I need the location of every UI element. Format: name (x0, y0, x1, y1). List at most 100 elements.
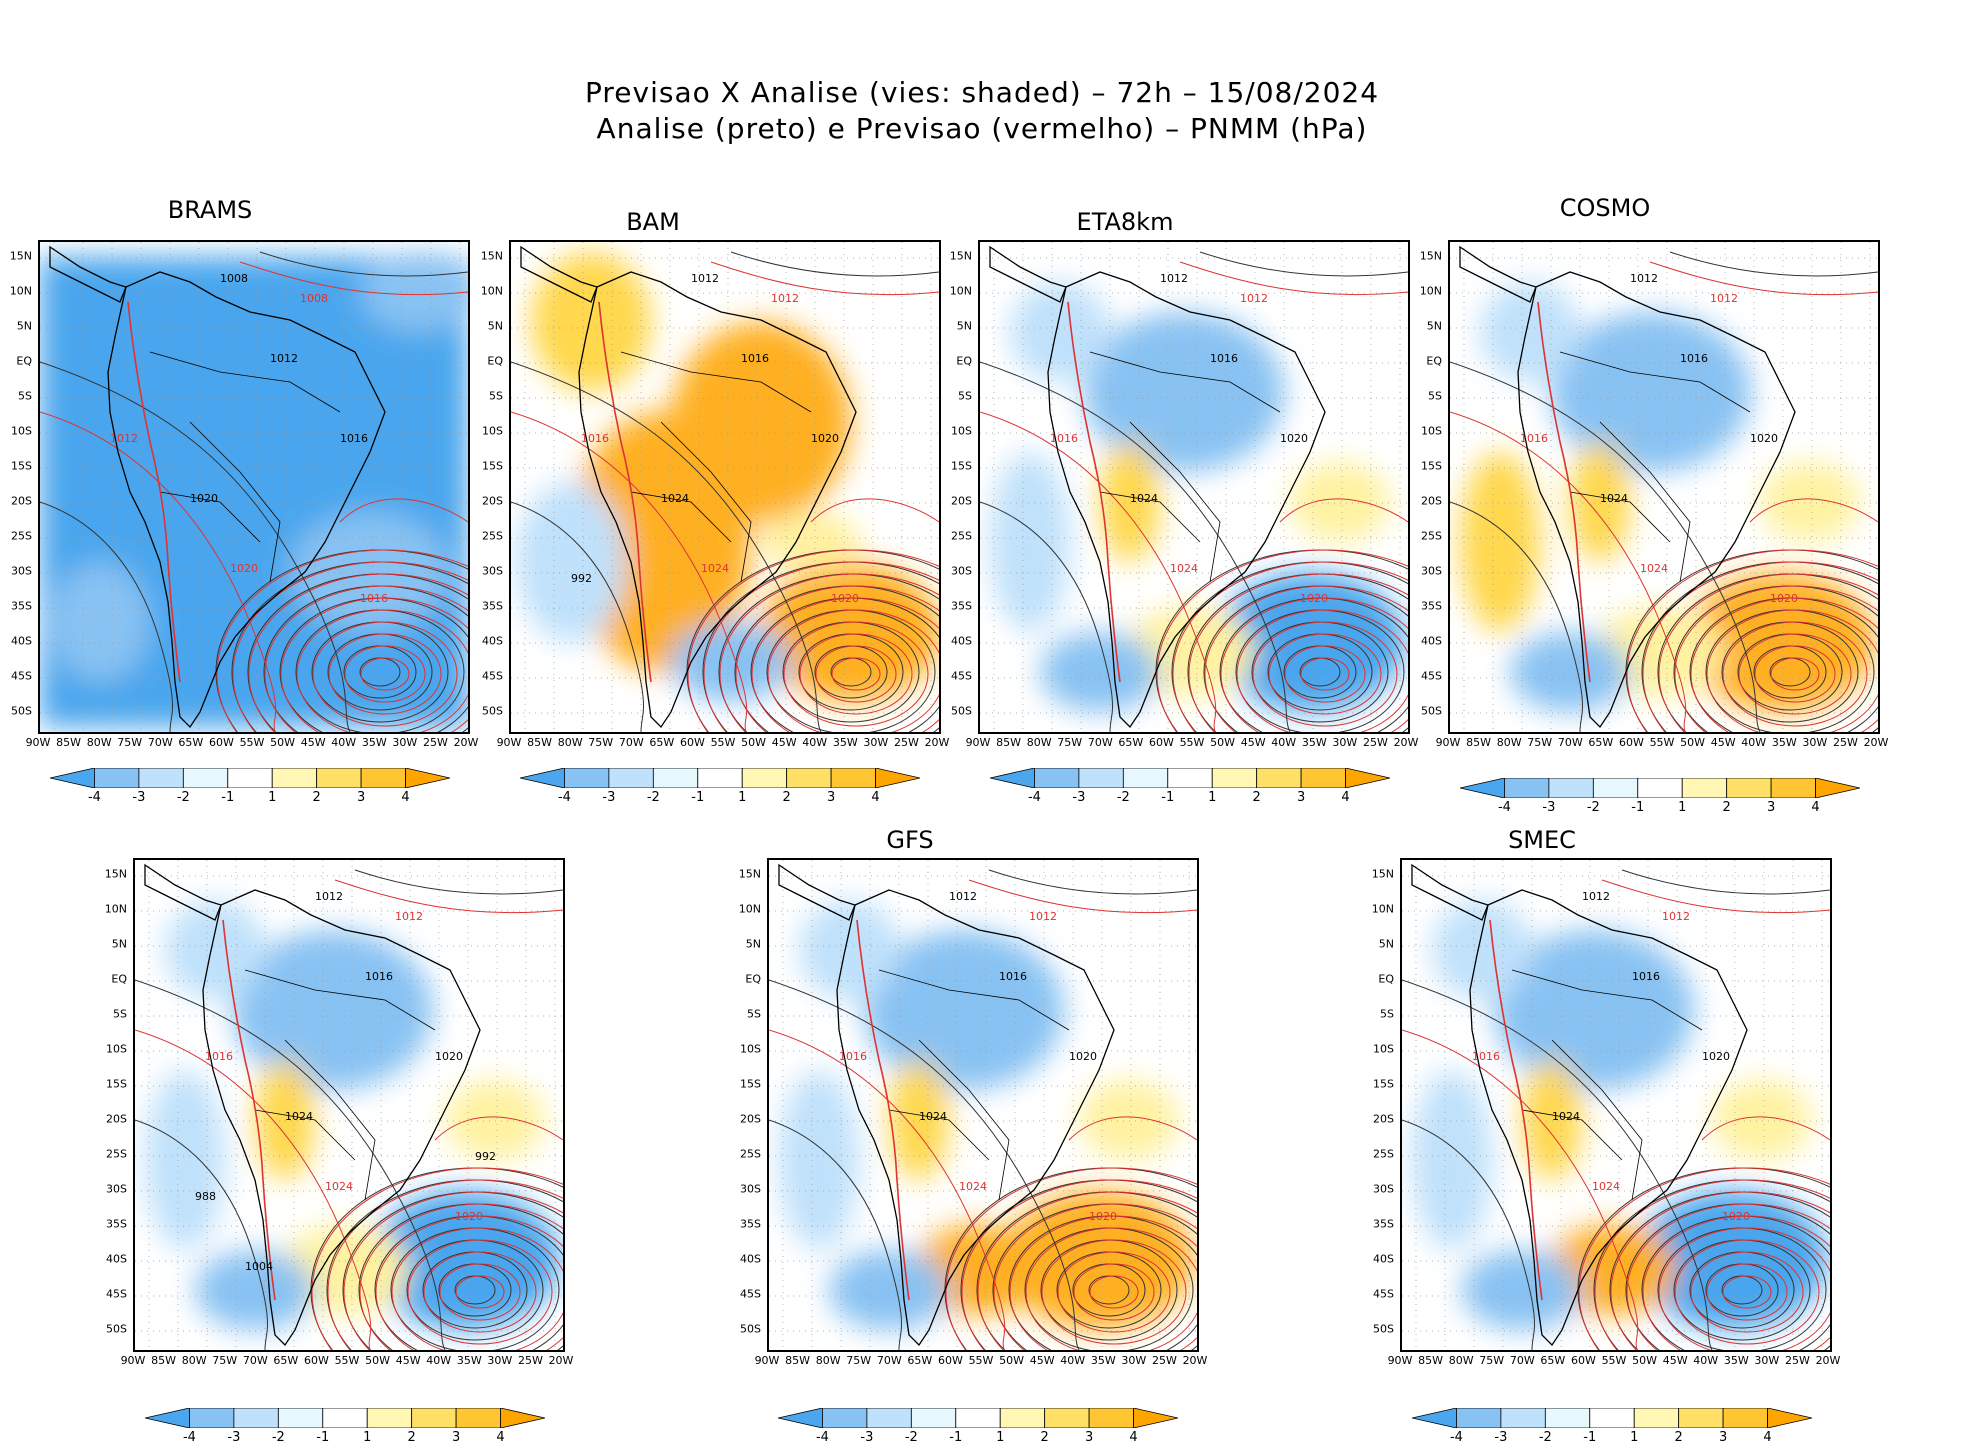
lon-tick: 50W (741, 736, 766, 749)
lat-tick: 45S (11, 669, 32, 683)
isobar-labels: 1012 1016 1020 1024 1012 1016 1020 1024 (839, 890, 1117, 1223)
lat-tick: 35S (951, 599, 972, 613)
colorbar-segment (1345, 768, 1390, 788)
colorbar-segment (411, 1408, 457, 1428)
colorbar-segment (322, 1408, 368, 1428)
colorbar-tick: -4 (1027, 790, 1041, 805)
lat-tick: 15N (480, 249, 503, 263)
lat-tick: 5S (1380, 1007, 1394, 1021)
lon-tick: 80W (1496, 736, 1522, 749)
isobar-label-red: 1008 (300, 292, 328, 305)
colorbar-segment (50, 768, 95, 788)
coastline (778, 863, 1115, 1347)
colorbar-segment (360, 768, 406, 788)
colorbar-segment (1500, 1408, 1546, 1428)
colorbar-tick: 1 (363, 1430, 372, 1445)
lat-tick: 50S (740, 1322, 761, 1336)
lat-tick: 15S (740, 1077, 761, 1091)
lat-tick: 20S (1421, 494, 1442, 508)
lon-tick: 40W (1060, 1354, 1086, 1367)
isobar-label-red: 1020 (1722, 1210, 1750, 1223)
lon-tick: 45W (395, 1354, 421, 1367)
lon-tick: 75W (1479, 1354, 1505, 1367)
lon-tick: 45W (1240, 736, 1266, 749)
colorbar-segment (1681, 778, 1728, 798)
lat-tick: 20S (106, 1112, 127, 1126)
lon-tick: 70W (876, 1354, 902, 1367)
lon-tick: 20W (1815, 1354, 1841, 1367)
colorbar-segment (227, 768, 273, 788)
lat-tick: 5S (18, 389, 32, 403)
colorbar-segment (786, 768, 832, 788)
colorbar-tick: -1 (949, 1430, 963, 1445)
isobar-label-red: 1012 (1662, 910, 1690, 923)
isobar-label-red: 1012 (1710, 292, 1738, 305)
colorbar-segment (1678, 1408, 1724, 1428)
lon-tick: 55W (1179, 736, 1205, 749)
lon-tick: 30W (487, 1354, 513, 1367)
colorbar-segment (1211, 768, 1258, 788)
lat-axis: 15N 10N 5N EQ 5S 10S 15S 20S 25S 30S 35S 40S 45S 50S (0, 240, 36, 730)
colorbar-tick: 4 (401, 790, 410, 805)
colorbar-tick: -4 (815, 1430, 829, 1445)
lon-tick: 65W (1588, 736, 1614, 749)
colorbar-tick: -3 (1494, 1430, 1508, 1445)
colorbar-tick: -2 (1538, 1430, 1552, 1445)
lat-tick: EQ (745, 972, 761, 986)
panel-title-smec: SMEC (1508, 826, 1576, 854)
lat-tick: 10N (9, 284, 32, 298)
lat-tick: 5N (111, 937, 127, 951)
lat-tick: 25S (106, 1147, 127, 1161)
bias-shading (1412, 900, 1827, 1330)
colorbar-segment (1167, 768, 1213, 788)
lat-tick: 35S (740, 1217, 761, 1231)
colorbar-segment (1726, 778, 1772, 798)
colorbar-segment (455, 1408, 501, 1428)
colorbar-segment (405, 768, 450, 788)
lon-tick: 40W (1271, 736, 1297, 749)
lon-tick: 70W (1087, 736, 1113, 749)
lat-tick: EQ (487, 354, 503, 368)
lat-tick: 25S (482, 529, 503, 543)
isobar-label-black: 1020 (811, 432, 839, 445)
isobar-label-black: 1012 (1582, 890, 1610, 903)
map-panel-gfs: 1012 1016 1020 1024 1012 1016 1020 1024 (767, 858, 1199, 1352)
lat-tick: 10S (1421, 424, 1442, 438)
lon-tick: 55W (239, 736, 265, 749)
lat-tick: 25S (1373, 1147, 1394, 1161)
lat-tick: 5S (1428, 389, 1442, 403)
colorbar-svg (50, 768, 450, 788)
lon-tick: 40W (1693, 1354, 1719, 1367)
lon-axis: 90W 85W 80W 75W 70W 65W 60W 55W 50W 45W 40W 35W 30W 2… (966, 736, 1419, 752)
isobar-label-black: 1020 (1280, 432, 1308, 445)
colorbar-tick: -3 (1542, 800, 1556, 815)
colorbar-segment (1504, 778, 1550, 798)
isobar-label-black: 1020 (435, 1050, 463, 1063)
lat-tick: 10N (104, 902, 127, 916)
lat-tick: 50S (1373, 1322, 1394, 1336)
isobar-label-black: 1012 (1630, 272, 1658, 285)
lon-tick: 35W (1771, 736, 1797, 749)
lat-tick: 5S (489, 389, 503, 403)
lon-tick: 65W (1118, 736, 1144, 749)
colorbar-segment (875, 768, 920, 788)
lat-tick: 50S (106, 1322, 127, 1336)
lat-tick: 45S (951, 669, 972, 683)
lon-tick: 75W (588, 736, 614, 749)
lon-tick: 20W (1182, 1354, 1208, 1367)
colorbar-tick: 2 (312, 790, 321, 805)
lon-tick: 75W (212, 1354, 238, 1367)
lat-tick: 15N (1371, 867, 1394, 881)
isobar-label-red: 1012 (110, 432, 138, 445)
lon-tick: 45W (300, 736, 326, 749)
lon-tick: 25W (422, 736, 448, 749)
lon-tick: 60W (1618, 736, 1644, 749)
colorbar-tick: -4 (1497, 800, 1511, 815)
map-svg: 1012 1016 1020 1024 992 1012 1016 1020 1024 (511, 242, 939, 732)
lat-tick: 50S (951, 704, 972, 718)
lat-axis: 15N 10N 5N EQ 5S 10S 15S 20S 25S 30S 35S 40S 45S 50S (1358, 858, 1398, 1348)
lat-tick: EQ (1378, 972, 1394, 986)
lon-tick: 30W (1802, 736, 1828, 749)
lon-tick: 75W (1527, 736, 1553, 749)
lon-tick: 80W (86, 736, 112, 749)
